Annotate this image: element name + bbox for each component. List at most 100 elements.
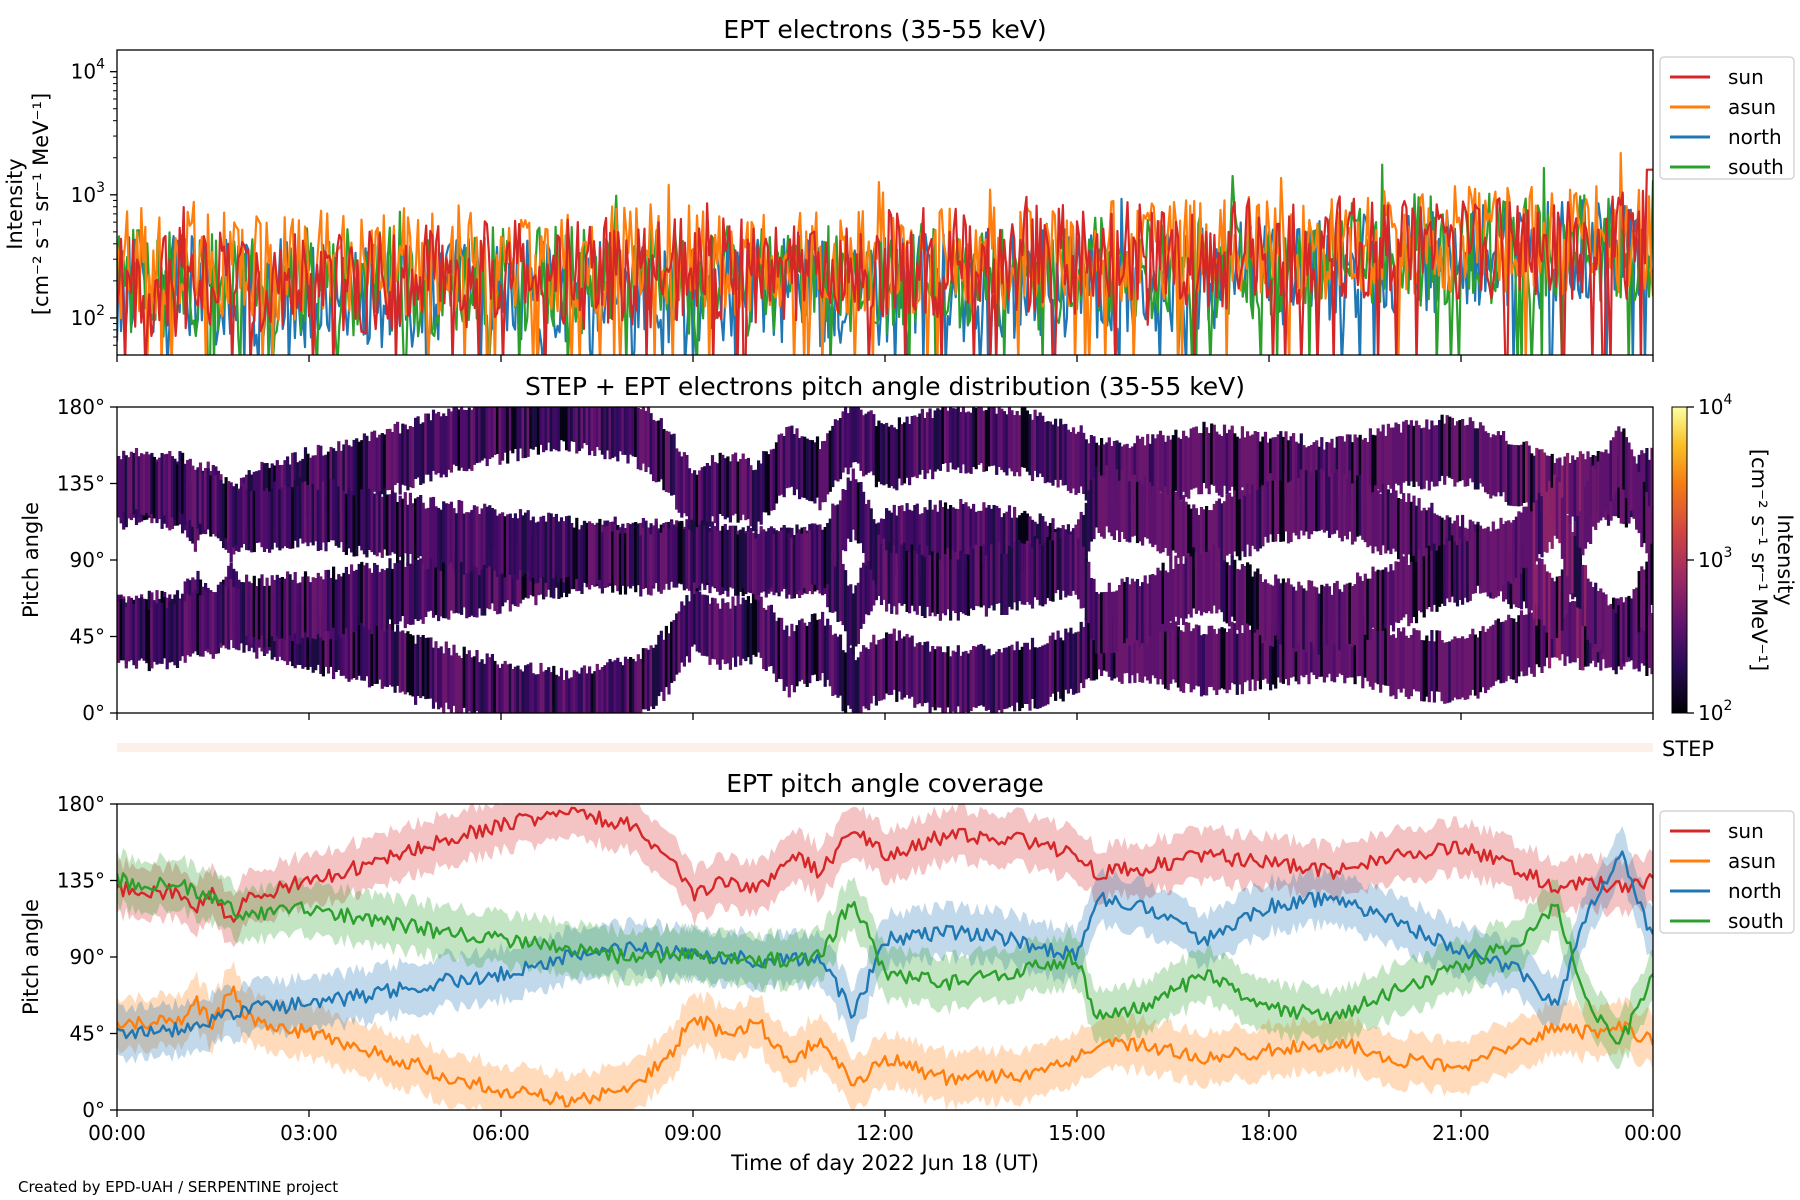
heatmap-cell <box>859 409 863 471</box>
heatmap-cell <box>1338 476 1342 538</box>
heatmap-cell <box>1494 620 1498 682</box>
heatmap-cell <box>1307 580 1311 642</box>
xtick-label: 03:00 <box>280 1121 338 1145</box>
heatmap-cell <box>718 534 722 596</box>
heatmap-cell <box>1379 631 1383 693</box>
heatmap-cell <box>388 558 392 620</box>
heatmap-cell <box>321 615 325 677</box>
coverage-band-south <box>117 847 1653 1069</box>
heatmap-cell <box>1484 631 1488 694</box>
heatmap-cell <box>859 651 863 713</box>
heatmap-cell <box>851 407 855 463</box>
heatmap-cell <box>1550 487 1554 549</box>
heatmap-cell <box>1128 584 1132 646</box>
heatmap-cell <box>396 421 400 483</box>
heatmap-cell <box>393 423 397 486</box>
heatmap-cell <box>1102 592 1106 654</box>
heatmap-cell <box>1156 490 1160 552</box>
xtick-label: 09:00 <box>664 1121 722 1145</box>
heatmap-cell <box>365 562 369 625</box>
heatmap-cell <box>347 620 351 682</box>
heatmap-cell <box>1025 642 1029 704</box>
heatmap-cell <box>1207 510 1211 572</box>
heatmap-cell <box>887 510 891 572</box>
heatmap-cell <box>710 455 715 517</box>
heatmap-cell <box>1581 609 1585 671</box>
heatmap-cell <box>1374 571 1378 633</box>
heatmap-cell <box>554 513 558 576</box>
heatmap-cell <box>897 506 901 568</box>
heatmap-cell <box>1463 536 1467 598</box>
heatmap-cell <box>767 528 771 590</box>
heatmap-cell <box>941 407 945 464</box>
heatmap-cell <box>237 490 241 552</box>
heatmap-cell <box>902 542 907 604</box>
heatmap-cell <box>419 423 423 485</box>
heatmap-cell <box>1576 597 1580 659</box>
heatmap-cell <box>1281 480 1285 542</box>
heatmap-cell <box>501 407 505 461</box>
heatmap-cell <box>1089 619 1093 681</box>
heatmap-cell <box>1335 469 1339 531</box>
heatmap-cell <box>677 522 681 584</box>
heatmap-cell <box>434 506 438 568</box>
heatmap-cell <box>1238 499 1242 561</box>
heatmap-cell <box>375 622 379 684</box>
heatmap-cell <box>815 619 820 682</box>
heatmap-cell <box>1271 585 1275 647</box>
heatmap-cell <box>1240 633 1244 695</box>
heatmap-cell <box>867 649 871 711</box>
heatmap-cell <box>572 407 576 442</box>
heatmap-cell <box>334 579 338 641</box>
heatmap-cell <box>1371 434 1375 496</box>
heatmap-cell <box>649 645 653 707</box>
heatmap-cell <box>659 630 663 692</box>
heatmap-cell <box>559 407 564 441</box>
heatmap-cell <box>1133 621 1137 683</box>
heatmap-cell <box>1327 586 1332 648</box>
heatmap-cell <box>1192 504 1196 566</box>
heatmap-cell <box>764 451 768 513</box>
heatmap-cell <box>1064 536 1068 598</box>
heatmap-cell <box>1256 490 1260 552</box>
heatmap-cell <box>414 643 418 705</box>
heatmap-cell <box>1361 439 1365 501</box>
heatmap-cell <box>1084 439 1088 501</box>
heatmap-cell <box>388 428 392 490</box>
heatmap-cell <box>385 568 389 630</box>
heatmap-cell <box>370 490 374 553</box>
heatmap-cell <box>1519 610 1524 672</box>
heatmap-cell <box>1256 619 1260 681</box>
heatmap-cell <box>641 407 645 464</box>
heatmap-cell <box>1527 606 1531 668</box>
heatmap-cell <box>1548 607 1552 669</box>
heatmap-cell <box>1478 422 1483 484</box>
heatmap-cell <box>1248 564 1252 626</box>
heatmap-cell <box>1391 427 1396 489</box>
heatmap-cell <box>846 644 850 706</box>
heatmap-cell <box>636 408 640 470</box>
heatmap-cell <box>165 608 169 670</box>
heatmap-cell <box>549 513 553 575</box>
heatmap-cell <box>959 411 963 474</box>
heatmap-cell <box>357 484 361 546</box>
heatmap-cell <box>708 465 712 527</box>
heatmap-cell <box>611 531 615 593</box>
heatmap-cell <box>393 563 397 625</box>
heatmap-cell <box>1481 626 1485 688</box>
heatmap-cell <box>1071 427 1076 489</box>
heatmap-cell <box>311 611 315 673</box>
ytick-label: 180° <box>57 792 105 816</box>
heatmap-cell <box>1417 425 1421 487</box>
heatmap-cell <box>1327 476 1332 538</box>
heatmap-cell <box>1368 578 1372 640</box>
heatmap-cell <box>1612 437 1616 499</box>
ytick-label: 45° <box>70 625 105 649</box>
heatmap-cell <box>662 429 666 491</box>
heatmap-cell <box>1010 410 1014 472</box>
heatmap-cell <box>677 451 681 513</box>
heatmap-cell <box>1281 578 1285 640</box>
heatmap-cell <box>746 531 750 593</box>
heatmap-cell <box>990 407 994 466</box>
heatmap-cell <box>1504 620 1508 682</box>
